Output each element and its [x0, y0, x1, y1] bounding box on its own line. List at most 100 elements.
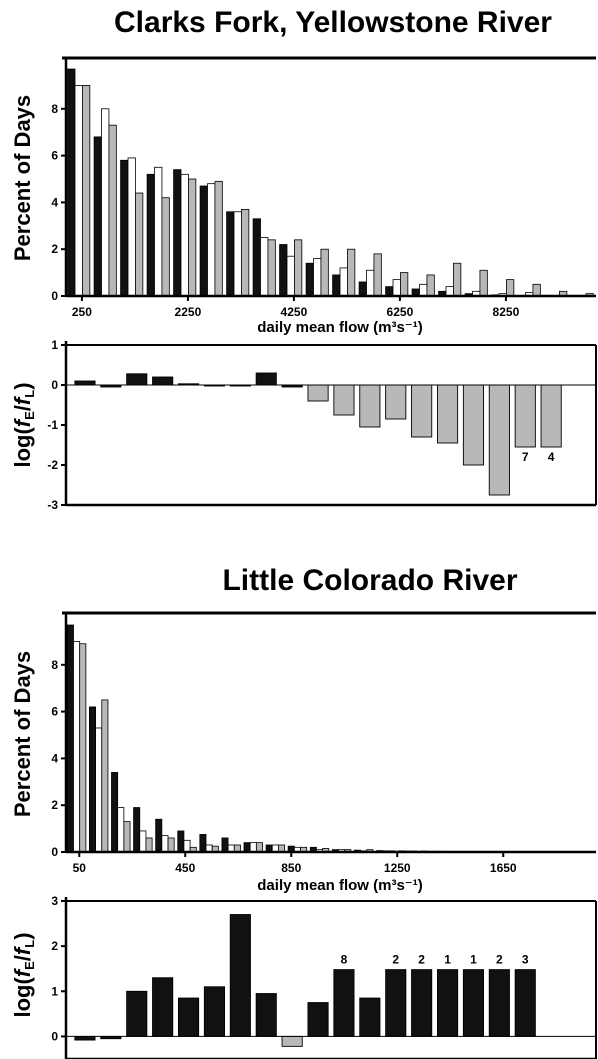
y-tick-label: 2 — [51, 939, 58, 953]
y-tick-label: 6 — [51, 149, 58, 163]
little-colorado-title: Little Colorado River — [222, 564, 517, 597]
x-tick-label: 50 — [73, 861, 87, 875]
x-tick-label: 6250 — [387, 305, 414, 319]
bar-white — [74, 85, 83, 297]
bar-annotation: 3 — [522, 953, 529, 967]
bar-annotation: 1 — [444, 953, 451, 967]
bar-white — [233, 211, 242, 297]
bar-gray — [506, 279, 515, 297]
y-axis-label: log(fE/fL) — [10, 932, 37, 1017]
bar-gray — [479, 269, 488, 297]
ratio-bar — [126, 990, 148, 1037]
little-colorado-histogram: Little Colorado River Percent of Days da… — [10, 564, 596, 894]
bar-gray — [123, 821, 131, 853]
bar-black — [332, 274, 341, 297]
bar-gray — [167, 837, 175, 853]
bar-white — [366, 269, 375, 297]
bar-white — [286, 255, 295, 297]
bar-black — [199, 834, 207, 853]
bar-white — [313, 258, 322, 297]
bar-black — [221, 837, 229, 853]
y-tick-label: 8 — [51, 102, 58, 116]
bar-white — [183, 839, 191, 853]
bar-white — [339, 267, 348, 297]
ratio-bar — [152, 977, 174, 1037]
bar-black — [111, 772, 119, 853]
bar-black — [252, 218, 261, 297]
x-tick-label: 250 — [72, 305, 92, 319]
bar-white — [249, 842, 257, 853]
bar-gray — [347, 248, 356, 297]
y-axis-label: Percent of Days — [10, 651, 35, 817]
x-tick-label: 1650 — [490, 861, 517, 875]
bar-gray — [241, 209, 250, 297]
ratio-bar — [488, 384, 510, 496]
bar-white — [161, 835, 169, 853]
bar-white — [207, 183, 216, 297]
ratio-bar — [281, 1035, 303, 1047]
bar-black — [67, 68, 76, 297]
bar-white — [117, 807, 125, 853]
clarks-fork-histogram: Clarks Fork, Yellowstone River Percent o… — [10, 6, 596, 336]
bar-black — [199, 185, 208, 297]
y-tick-label: 0 — [51, 378, 58, 392]
y-axis-label: log(fE/fL) — [10, 382, 37, 467]
y-tick-label: 1 — [51, 984, 58, 998]
ratio-bar — [385, 384, 407, 420]
y-tick-label: 4 — [51, 751, 58, 765]
y-tick-label: 6 — [51, 705, 58, 719]
y-tick-label: 8 — [51, 658, 58, 672]
bar-gray — [426, 274, 435, 297]
bar-white — [139, 830, 147, 853]
ratio-bar — [359, 997, 381, 1037]
y-tick-label: 0 — [51, 289, 58, 303]
ratio-bar — [385, 969, 407, 1037]
bar-gray — [161, 197, 170, 297]
bar-black — [305, 262, 314, 297]
bar-gray — [255, 842, 263, 853]
bar-annotation: 1 — [548, 0, 555, 3]
x-tick-label: 8250 — [493, 305, 520, 319]
ratio-bar — [74, 1035, 96, 1041]
bar-white — [127, 157, 136, 297]
ratio-bar — [203, 986, 226, 1037]
bar-white — [101, 108, 110, 297]
bar-annotation: 2 — [418, 953, 425, 967]
y-tick-label: 0 — [51, 845, 58, 859]
y-tick-label: -1 — [47, 418, 58, 432]
ratio-bar — [411, 384, 433, 438]
bar-annotation: 2 — [392, 953, 399, 967]
ratio-bar — [436, 969, 459, 1037]
ratio-bar — [152, 376, 174, 386]
y-tick-label: -3 — [47, 498, 58, 512]
bar-white — [419, 283, 428, 297]
x-tick-label: 2250 — [175, 305, 202, 319]
bar-black — [146, 173, 155, 297]
bar-black — [226, 211, 235, 297]
ratio-bar — [462, 969, 485, 1037]
bar-gray — [453, 262, 462, 297]
bar-black — [133, 807, 141, 853]
bar-annotation: 8 — [341, 953, 348, 967]
ratio-bar — [177, 997, 200, 1037]
bar-gray — [82, 85, 91, 297]
x-axis-label: daily mean flow (m³s⁻¹) — [257, 877, 422, 894]
bar-black — [358, 281, 367, 297]
bar-white — [392, 279, 401, 297]
ratio-bar — [229, 914, 251, 1037]
bar-annotation: 2 — [496, 953, 503, 967]
bar-annotation: 1 — [470, 953, 477, 967]
x-tick-label: 850 — [281, 861, 301, 875]
bar-black — [385, 286, 394, 297]
y-tick-label: 4 — [51, 195, 58, 209]
bar-black — [155, 818, 163, 853]
bar-black — [93, 136, 102, 297]
x-tick-label: 4250 — [281, 305, 308, 319]
bar-black — [66, 624, 74, 853]
bar-gray — [214, 180, 223, 297]
ratio-bar — [307, 1002, 329, 1037]
bar-annotation: 4 — [548, 450, 555, 464]
ratio-bar — [436, 384, 459, 444]
ratio-bar — [514, 969, 536, 1037]
bar-white — [260, 237, 269, 297]
